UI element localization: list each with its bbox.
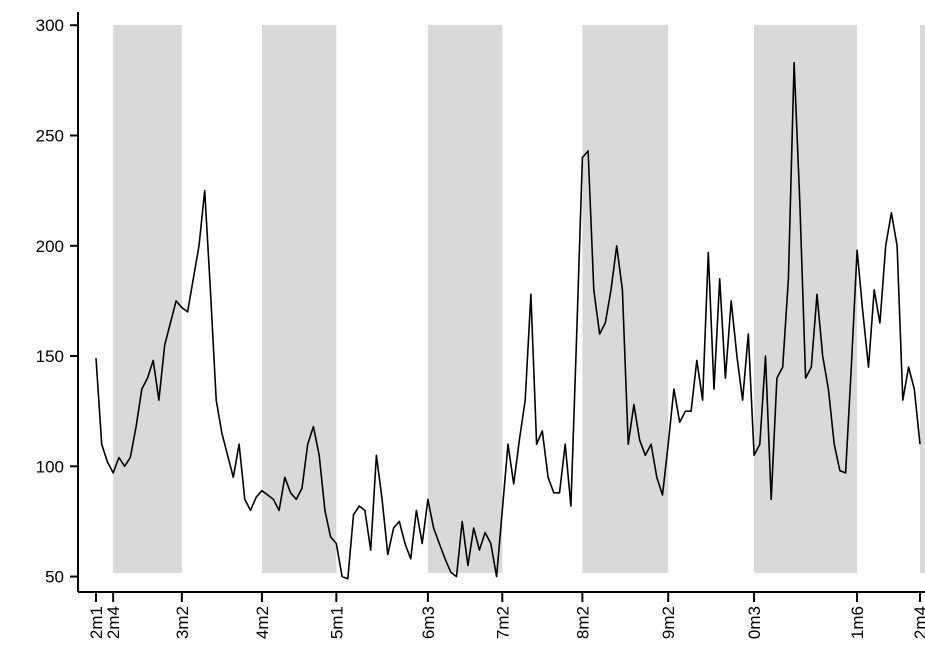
x-tick-label: 1m6	[848, 606, 867, 639]
x-tick-label: 2m1	[87, 606, 106, 639]
y-tick-label: 150	[36, 347, 64, 366]
y-tick-label: 100	[36, 457, 64, 476]
x-tick-label: 0m3	[745, 606, 764, 639]
shaded-period-1	[113, 25, 182, 573]
shaded-period-4	[582, 25, 669, 573]
shaded-period-5	[754, 25, 858, 573]
shaded-period-3	[427, 25, 503, 573]
shaded-period-6	[920, 25, 925, 573]
x-tick-label: 2m4	[911, 606, 925, 639]
y-tick-label: 200	[36, 237, 64, 256]
x-tick-label: 6m3	[419, 606, 438, 639]
x-tick-label: 8m2	[573, 606, 592, 639]
x-tick-label: 3m2	[173, 606, 192, 639]
series-line	[95, 61, 921, 580]
y-tick-label: 300	[36, 16, 64, 35]
x-tick-label: 4m2	[253, 606, 272, 639]
y-tick-label: 250	[36, 126, 64, 145]
x-axis-ticks: 2m12m43m24m25m16m37m28m29m20m31m62m43m5	[87, 592, 925, 639]
x-tick-label: 7m2	[493, 606, 512, 639]
x-tick-label: 5m1	[327, 606, 346, 639]
x-tick-label: 9m2	[659, 606, 678, 639]
x-tick-label: 2m4	[104, 606, 123, 639]
y-tick-label: 50	[45, 568, 64, 587]
y-axis-ticks: 50 100 150 200 250 300	[36, 16, 78, 587]
shaded-period-2	[261, 25, 337, 573]
